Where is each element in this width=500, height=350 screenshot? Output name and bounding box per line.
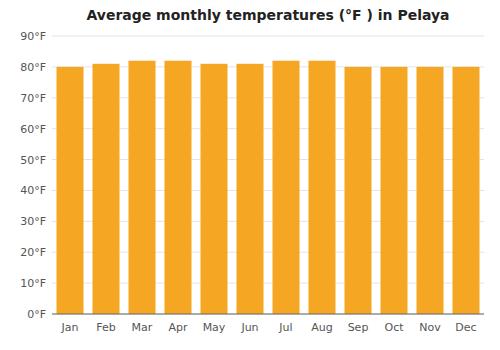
- grid-line: [52, 314, 484, 315]
- y-tick-label: 70°F: [20, 92, 46, 105]
- chart-title: Average monthly temperatures (°F ) in Pe…: [86, 7, 449, 23]
- bar: [237, 64, 264, 314]
- bar: [381, 67, 408, 314]
- x-tick-label: Sep: [348, 321, 369, 334]
- y-tick-label: 10°F: [20, 277, 46, 290]
- x-tick-label: Jul: [278, 321, 292, 334]
- bar: [417, 67, 444, 314]
- bar: [165, 61, 192, 314]
- y-tick-label: 60°F: [20, 123, 46, 136]
- y-axis: 0°F 10°F 20°F 30°F 40°F 50°F 60°F 70°F 80°F 90°F: [20, 30, 484, 321]
- bar: [309, 61, 336, 314]
- x-tick-label: Apr: [168, 321, 188, 334]
- x-tick-label: Feb: [96, 321, 115, 334]
- x-axis: Jan Feb Mar Apr May Jun Jul Aug Sep Oct Nov Dec: [52, 314, 484, 334]
- x-tick-label: Dec: [455, 321, 476, 334]
- y-tick-label: 40°F: [20, 184, 46, 197]
- y-tick-label: 50°F: [20, 154, 46, 167]
- y-tick-label: 90°F: [20, 30, 46, 43]
- x-tick-label: Jun: [240, 321, 258, 334]
- x-tick-label: Aug: [311, 321, 332, 334]
- bar: [345, 67, 372, 314]
- bar: [453, 67, 480, 314]
- bar: [273, 61, 300, 314]
- bars: [57, 61, 480, 314]
- x-tick-label: Jan: [61, 321, 79, 334]
- y-tick-label: 80°F: [20, 61, 46, 74]
- x-axis-line: [52, 314, 484, 315]
- bar: [57, 67, 84, 314]
- bar: [129, 61, 156, 314]
- y-tick-label: 30°F: [20, 215, 46, 228]
- x-tick-label: Mar: [132, 321, 153, 334]
- x-tick-label: Oct: [384, 321, 404, 334]
- grid-line: [52, 36, 484, 37]
- bar: [93, 64, 120, 314]
- x-tick-label: May: [203, 321, 226, 334]
- y-tick-label: 20°F: [20, 246, 46, 259]
- x-tick-label: Nov: [419, 321, 441, 334]
- y-tick-label: 0°F: [27, 308, 46, 321]
- chart-svg: Average monthly temperatures (°F ) in Pe…: [0, 0, 500, 350]
- bar: [201, 64, 228, 314]
- chart-container: Average monthly temperatures (°F ) in Pe…: [0, 0, 500, 350]
